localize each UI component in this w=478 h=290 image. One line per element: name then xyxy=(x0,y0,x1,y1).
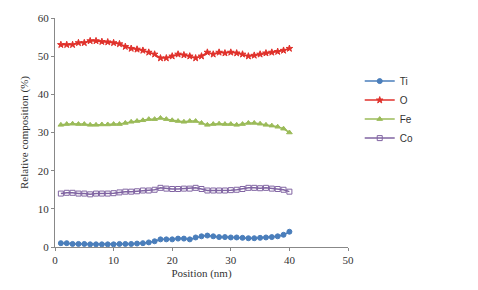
svg-text:40: 40 xyxy=(284,254,296,266)
svg-text:0: 0 xyxy=(43,241,49,253)
svg-text:50: 50 xyxy=(343,254,355,266)
svg-text:60: 60 xyxy=(38,12,50,24)
svg-text:Relative composition (%): Relative composition (%) xyxy=(18,76,31,189)
svg-text:Fe: Fe xyxy=(400,114,412,125)
svg-text:10: 10 xyxy=(38,203,50,215)
svg-text:30: 30 xyxy=(225,254,237,266)
svg-text:O: O xyxy=(400,95,408,106)
svg-text:20: 20 xyxy=(38,165,50,177)
svg-text:Position (nm): Position (nm) xyxy=(171,267,232,280)
svg-text:30: 30 xyxy=(38,126,50,138)
svg-text:0: 0 xyxy=(52,254,58,266)
svg-text:10: 10 xyxy=(108,254,120,266)
svg-text:20: 20 xyxy=(167,254,179,266)
svg-text:40: 40 xyxy=(38,88,50,100)
svg-text:Co: Co xyxy=(400,133,413,144)
svg-text:Ti: Ti xyxy=(400,76,408,87)
svg-text:50: 50 xyxy=(38,50,50,62)
